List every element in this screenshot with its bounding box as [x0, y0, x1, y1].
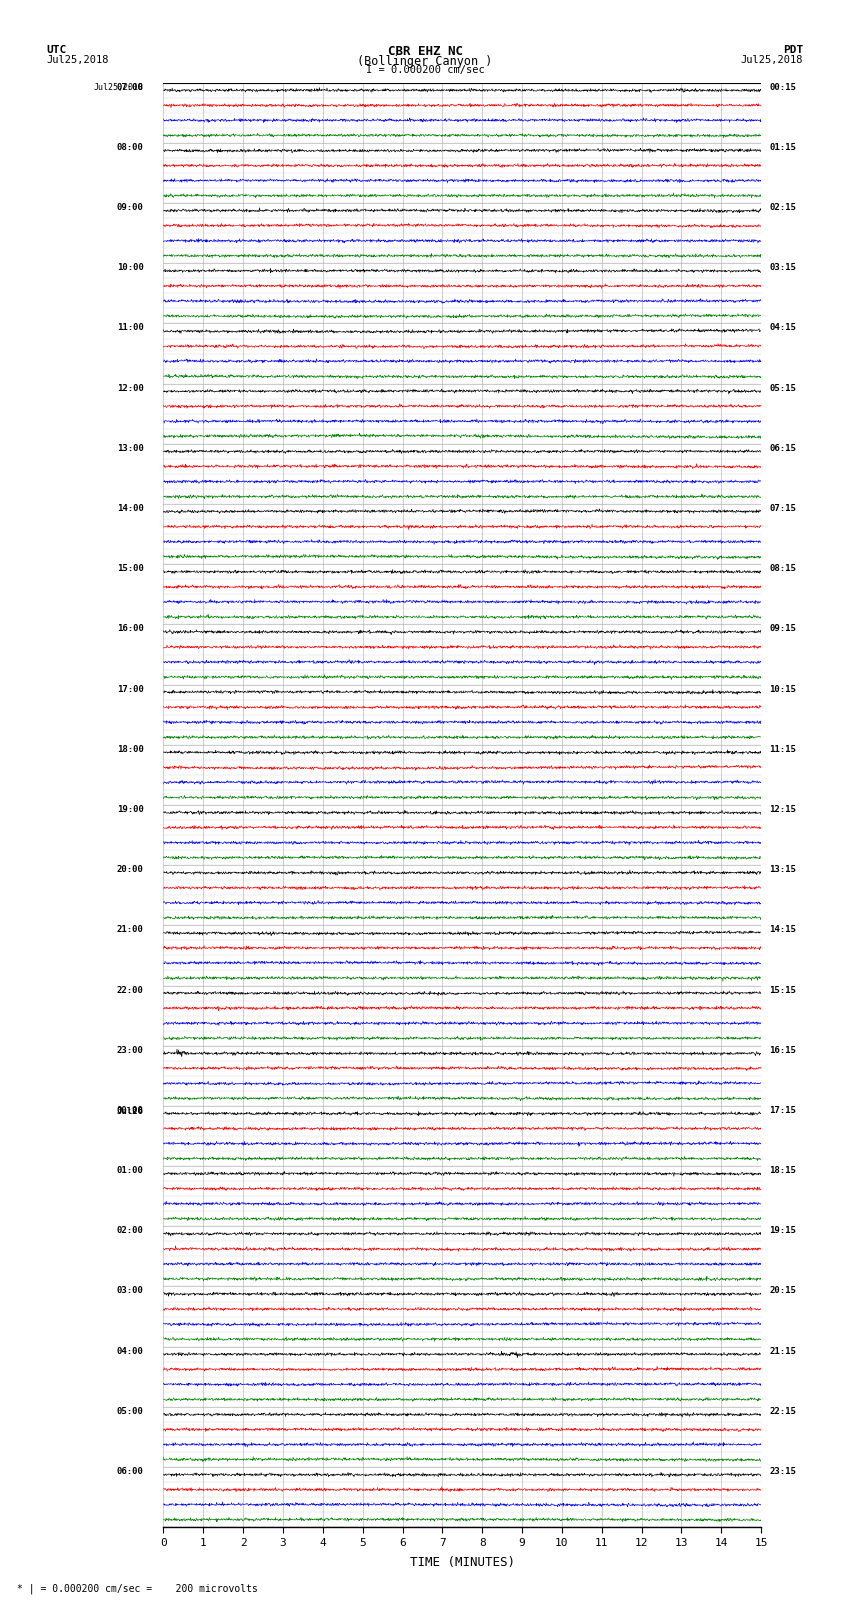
Text: 09:00: 09:00	[116, 203, 144, 213]
Text: Jul25,2018: Jul25,2018	[47, 55, 110, 65]
Text: 11:15: 11:15	[769, 745, 796, 753]
Text: 20:15: 20:15	[769, 1287, 796, 1295]
Text: * | = 0.000200 cm/sec =    200 microvolts: * | = 0.000200 cm/sec = 200 microvolts	[17, 1582, 258, 1594]
Text: 09:15: 09:15	[769, 624, 796, 634]
Text: 00:00: 00:00	[116, 1107, 144, 1115]
Text: 19:15: 19:15	[769, 1226, 796, 1236]
Text: 21:00: 21:00	[116, 926, 144, 934]
Text: 13:15: 13:15	[769, 865, 796, 874]
Text: 07:00: 07:00	[116, 82, 144, 92]
Text: 08:00: 08:00	[116, 144, 144, 152]
Text: 14:00: 14:00	[116, 503, 144, 513]
Text: 19:00: 19:00	[116, 805, 144, 815]
Text: 04:00: 04:00	[116, 1347, 144, 1355]
Text: 16:00: 16:00	[116, 624, 144, 634]
Text: 03:00: 03:00	[116, 1287, 144, 1295]
Text: 12:15: 12:15	[769, 805, 796, 815]
Text: 15:15: 15:15	[769, 986, 796, 995]
Text: 13:00: 13:00	[116, 444, 144, 453]
Text: 07:15: 07:15	[769, 503, 796, 513]
Text: 18:15: 18:15	[769, 1166, 796, 1176]
Text: 12:00: 12:00	[116, 384, 144, 392]
Text: 22:00: 22:00	[116, 986, 144, 995]
Text: 08:15: 08:15	[769, 565, 796, 573]
Text: CBR EHZ NC: CBR EHZ NC	[388, 45, 462, 58]
Text: 14:15: 14:15	[769, 926, 796, 934]
Text: 01:15: 01:15	[769, 144, 796, 152]
Text: 02:15: 02:15	[769, 203, 796, 213]
Text: 11:00: 11:00	[116, 324, 144, 332]
Text: 03:15: 03:15	[769, 263, 796, 273]
Text: 05:15: 05:15	[769, 384, 796, 392]
Text: Jul25,2018: Jul25,2018	[94, 82, 144, 92]
Text: UTC: UTC	[47, 45, 67, 55]
Text: 15:00: 15:00	[116, 565, 144, 573]
Text: 17:15: 17:15	[769, 1107, 796, 1115]
Text: I = 0.000200 cm/sec: I = 0.000200 cm/sec	[366, 65, 484, 74]
Text: 10:15: 10:15	[769, 684, 796, 694]
Text: 10:00: 10:00	[116, 263, 144, 273]
Text: 23:00: 23:00	[116, 1045, 144, 1055]
Text: Jul26: Jul26	[116, 1108, 144, 1116]
Text: 00:15: 00:15	[769, 82, 796, 92]
Text: 23:15: 23:15	[769, 1468, 796, 1476]
Text: Jul25,2018: Jul25,2018	[740, 55, 803, 65]
Text: 21:15: 21:15	[769, 1347, 796, 1355]
Text: 20:00: 20:00	[116, 865, 144, 874]
Text: 01:00: 01:00	[116, 1166, 144, 1176]
Text: (Bollinger Canyon ): (Bollinger Canyon )	[357, 55, 493, 68]
Text: 06:00: 06:00	[116, 1468, 144, 1476]
Text: 06:15: 06:15	[769, 444, 796, 453]
X-axis label: TIME (MINUTES): TIME (MINUTES)	[410, 1557, 515, 1569]
Text: 05:00: 05:00	[116, 1407, 144, 1416]
Text: 17:00: 17:00	[116, 684, 144, 694]
Text: PDT: PDT	[783, 45, 803, 55]
Text: 04:15: 04:15	[769, 324, 796, 332]
Text: 22:15: 22:15	[769, 1407, 796, 1416]
Text: 02:00: 02:00	[116, 1226, 144, 1236]
Text: 16:15: 16:15	[769, 1045, 796, 1055]
Text: 18:00: 18:00	[116, 745, 144, 753]
